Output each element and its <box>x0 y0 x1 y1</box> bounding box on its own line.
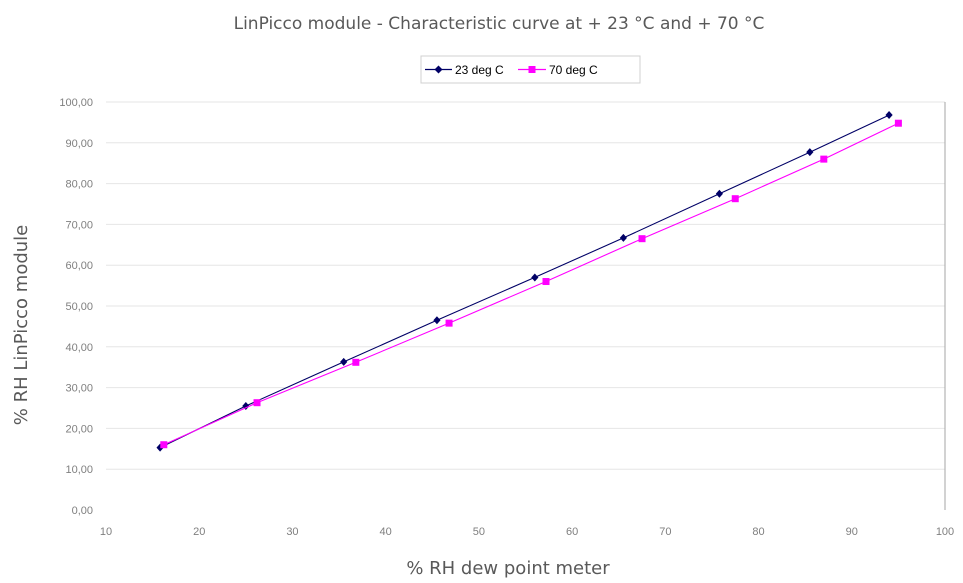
y-tick-label: 70,00 <box>65 219 93 231</box>
legend-label-23: 23 deg C <box>455 63 504 77</box>
y-tick-label: 10,00 <box>65 464 93 476</box>
x-axis-title: % RH dew point meter <box>406 558 610 579</box>
data-point-70 <box>160 441 168 449</box>
x-tick-label: 20 <box>193 526 205 538</box>
data-point-70 <box>542 278 550 286</box>
data-point-70 <box>445 319 453 327</box>
data-point-23 <box>715 189 724 198</box>
legend-marker-square <box>528 66 536 73</box>
x-tick-label: 10 <box>100 526 112 538</box>
y-tick-label: 30,00 <box>65 383 93 395</box>
y-tick-label: 0,00 <box>72 505 93 517</box>
y-tick-label: 100,00 <box>59 97 93 109</box>
legend-marker-diamond <box>434 65 443 74</box>
y-tick-label: 20,00 <box>65 423 93 435</box>
gridlines <box>106 101 945 470</box>
x-tick-label: 70 <box>659 526 671 538</box>
y-tick-label: 80,00 <box>65 179 93 191</box>
data-point-70 <box>253 399 261 407</box>
data-point-23 <box>433 316 441 325</box>
chart-title: LinPicco module - Characteristic curve a… <box>234 14 765 34</box>
data-point-70 <box>820 155 828 163</box>
series-layer <box>156 111 902 452</box>
x-tick-label: 80 <box>752 526 764 538</box>
y-tick-label: 50,00 <box>65 301 93 313</box>
data-point-70 <box>638 235 646 243</box>
x-tick-label: 40 <box>380 526 392 538</box>
data-point-70 <box>894 119 902 127</box>
chart-legend: 23 deg C 70 deg C <box>420 55 641 84</box>
data-point-23 <box>806 148 814 157</box>
data-point-70 <box>731 195 739 203</box>
y-tick-label: 90,00 <box>65 138 93 150</box>
data-point-70 <box>352 358 360 366</box>
y-tick-label: 60,00 <box>65 260 93 272</box>
x-axis-ticks: 10 20 30 40 50 60 70 80 90 100 <box>100 526 954 538</box>
x-tick-label: 90 <box>846 526 858 538</box>
data-point-23 <box>531 273 539 282</box>
y-axis-title: % RH LinPicco module <box>11 225 32 425</box>
data-point-23 <box>885 111 893 120</box>
y-axis-ticks: 0,00 10,00 20,00 30,00 40,00 50,00 60,00 70,00 8… <box>59 97 93 517</box>
x-tick-label: 50 <box>473 526 485 538</box>
x-tick-label: 30 <box>286 526 298 538</box>
data-point-23 <box>619 233 627 242</box>
legend-label-70: 70 deg C <box>549 63 598 77</box>
data-point-23 <box>340 357 348 366</box>
y-tick-label: 40,00 <box>65 342 93 354</box>
series-line <box>163 122 899 446</box>
x-tick-label: 100 <box>936 526 954 538</box>
x-tick-label: 60 <box>566 526 578 538</box>
